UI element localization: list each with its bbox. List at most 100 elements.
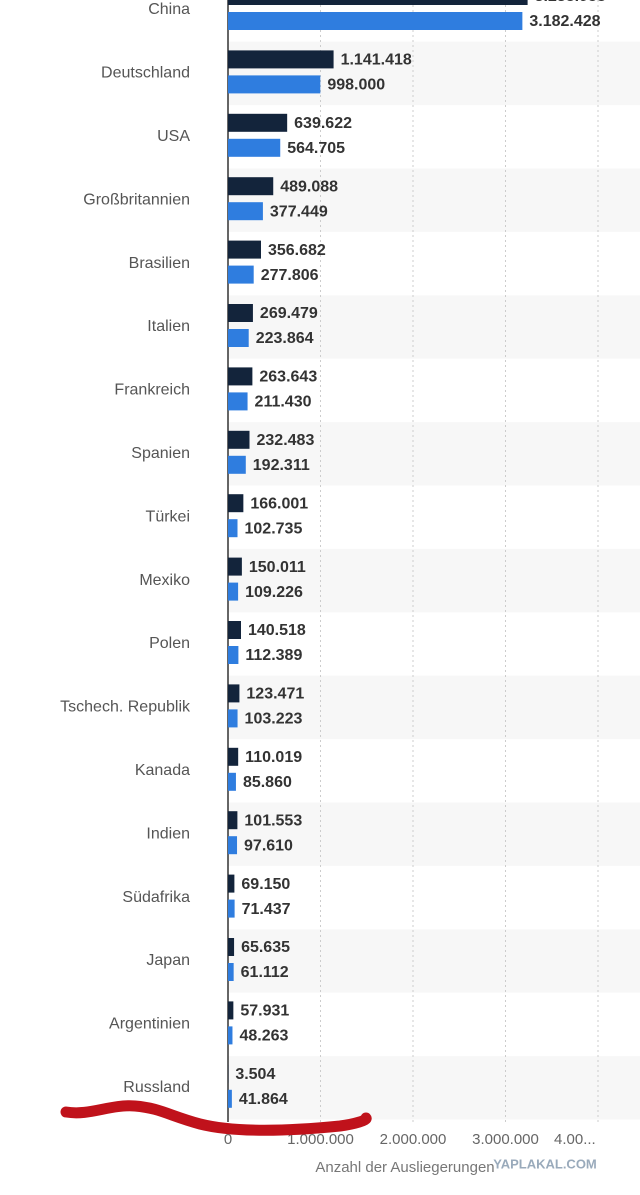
category-label: Kanada bbox=[135, 762, 190, 779]
value-label: 3.238.958 bbox=[535, 0, 606, 5]
bar bbox=[228, 557, 242, 576]
bar bbox=[228, 50, 334, 69]
bar bbox=[228, 202, 263, 221]
bar bbox=[228, 392, 248, 411]
category-label: USA bbox=[157, 128, 190, 145]
value-label: 85.860 bbox=[243, 774, 292, 791]
category-label: Frankreich bbox=[114, 382, 190, 399]
category-label: Japan bbox=[146, 952, 190, 969]
bar bbox=[228, 329, 249, 347]
value-label: 69.150 bbox=[241, 876, 290, 893]
value-label: 263.643 bbox=[259, 369, 317, 386]
value-label: 103.223 bbox=[245, 711, 303, 728]
value-label: 123.471 bbox=[246, 686, 304, 703]
bar bbox=[228, 963, 234, 981]
value-label: 57.931 bbox=[240, 1003, 289, 1020]
bar bbox=[228, 138, 281, 157]
bar bbox=[228, 367, 253, 386]
bar bbox=[228, 709, 238, 728]
value-label: 377.449 bbox=[270, 203, 328, 220]
value-label: 639.622 bbox=[294, 115, 352, 132]
category-label: Deutschland bbox=[101, 65, 190, 82]
bar bbox=[228, 12, 523, 30]
bar bbox=[228, 1089, 232, 1108]
bar bbox=[228, 646, 239, 664]
bar bbox=[228, 0, 528, 5]
category-label: Brasilien bbox=[129, 255, 190, 272]
bar bbox=[228, 455, 246, 474]
bar bbox=[228, 938, 235, 956]
value-label: 71.437 bbox=[242, 901, 291, 918]
x-tick-label: 2.000.000 bbox=[380, 1131, 447, 1148]
bar bbox=[228, 836, 238, 855]
x-tick-label: 0 bbox=[224, 1131, 232, 1148]
bar bbox=[228, 684, 240, 703]
row-stripe bbox=[228, 168, 640, 232]
red-scribble bbox=[60, 1100, 372, 1136]
category-label: Russland bbox=[123, 1079, 190, 1096]
value-label: 101.553 bbox=[244, 812, 302, 829]
x-tick-label: 3.000.000 bbox=[472, 1131, 539, 1148]
value-label: 3.504 bbox=[235, 1066, 275, 1083]
value-label: 489.088 bbox=[280, 178, 338, 195]
category-label: Südafrika bbox=[122, 889, 190, 906]
category-label: Italien bbox=[147, 318, 190, 335]
value-label: 564.705 bbox=[287, 140, 345, 157]
value-label: 3.182.428 bbox=[529, 13, 600, 30]
x-axis-title: Anzahl der Ausliegerungen bbox=[315, 1159, 494, 1176]
bar bbox=[228, 582, 239, 601]
row-stripe bbox=[228, 929, 640, 993]
value-label: 140.518 bbox=[248, 622, 306, 639]
value-label: 61.112 bbox=[241, 964, 289, 981]
row-stripe bbox=[228, 548, 640, 613]
row-stripe bbox=[228, 295, 640, 359]
category-label: Argentinien bbox=[109, 1016, 190, 1033]
category-label: Türkei bbox=[146, 508, 190, 525]
category-label: Tschech. Republik bbox=[60, 699, 191, 716]
bar bbox=[228, 265, 254, 284]
bar bbox=[228, 621, 241, 639]
bar bbox=[228, 304, 253, 322]
bar bbox=[228, 874, 235, 893]
category-label: China bbox=[148, 1, 190, 18]
row-stripe bbox=[228, 802, 640, 866]
bar bbox=[228, 519, 238, 538]
bar bbox=[228, 811, 238, 830]
value-label: 109.226 bbox=[245, 584, 303, 601]
value-label: 150.011 bbox=[249, 559, 306, 576]
value-label: 356.682 bbox=[268, 242, 326, 259]
bar bbox=[228, 747, 239, 766]
value-label: 48.263 bbox=[239, 1028, 288, 1045]
x-tick-label: 4.00... bbox=[554, 1131, 596, 1148]
bar bbox=[228, 772, 236, 791]
value-label: 97.610 bbox=[244, 837, 293, 854]
bar bbox=[228, 113, 288, 132]
x-tick-label: 1.000.000 bbox=[287, 1131, 354, 1148]
value-label: 112.389 bbox=[245, 647, 302, 664]
category-label: Großbritannien bbox=[83, 191, 190, 208]
bar bbox=[228, 1026, 233, 1045]
bar bbox=[228, 494, 244, 513]
value-label: 166.001 bbox=[250, 495, 308, 512]
value-label: 110.019 bbox=[245, 749, 302, 766]
value-label: 192.311 bbox=[253, 457, 310, 474]
value-label: 269.479 bbox=[260, 305, 318, 322]
value-label: 223.864 bbox=[256, 330, 314, 347]
category-label: Mexiko bbox=[139, 572, 190, 589]
bar bbox=[228, 75, 321, 94]
value-label: 211.430 bbox=[255, 394, 312, 411]
value-label: 277.806 bbox=[261, 267, 319, 284]
bar bbox=[228, 1001, 234, 1020]
value-label: 65.635 bbox=[241, 939, 290, 956]
row-stripe bbox=[228, 675, 640, 740]
watermark: YAPLAKAL.COM bbox=[493, 1156, 597, 1171]
bar bbox=[228, 899, 235, 918]
category-label: Polen bbox=[149, 635, 190, 652]
value-label: 998.000 bbox=[327, 77, 385, 94]
category-label: Indien bbox=[146, 825, 190, 842]
value-label: 102.735 bbox=[245, 520, 303, 537]
bar bbox=[228, 430, 250, 449]
bar bbox=[228, 240, 261, 259]
value-label: 1.141.418 bbox=[341, 52, 412, 69]
value-label: 232.483 bbox=[257, 432, 315, 449]
